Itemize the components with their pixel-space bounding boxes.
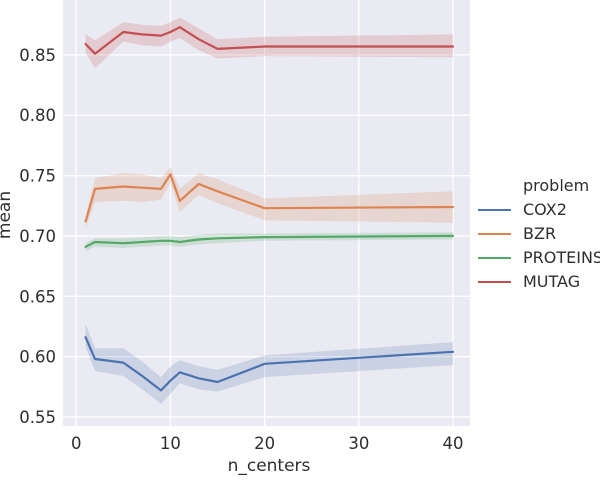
legend-item-proteins: PROTEINS — [478, 246, 600, 270]
legend-item-mutag: MUTAG — [478, 270, 600, 294]
y-tick-label: 0.85 — [19, 46, 56, 65]
legend-title: problem — [523, 176, 590, 195]
y-tick-label: 0.70 — [19, 227, 56, 246]
legend-item-label: BZR — [523, 224, 557, 243]
legend-swatch-bzr — [478, 232, 511, 236]
x-tick-label: 0 — [71, 434, 82, 453]
y-tick-label: 0.65 — [19, 287, 56, 306]
legend-item-label: COX2 — [523, 200, 567, 219]
x-tick-label: 20 — [254, 434, 275, 453]
series-line-bzr — [84, 173, 455, 223]
y-tick-label: 0.55 — [19, 408, 56, 427]
x-axis-label: n_centers — [228, 456, 311, 476]
x-tick-label: 30 — [348, 434, 369, 453]
series-line-mutag — [84, 26, 455, 55]
legend-item-label: PROTEINS — [523, 248, 600, 267]
legend-item-cox2: COX2 — [478, 198, 600, 222]
legend-item-bzr: BZR — [478, 222, 600, 246]
series-line-cox2 — [84, 336, 455, 392]
series-band-mutag — [85, 17, 453, 69]
legend-item-label: MUTAG — [523, 272, 581, 291]
x-tick-label: 40 — [443, 434, 464, 453]
legend-swatch-proteins — [478, 256, 511, 260]
y-tick-label: 0.75 — [19, 167, 56, 186]
legend: problem COX2 BZR PROTEINS MUTAG — [478, 174, 600, 294]
series-band-bzr — [85, 167, 453, 228]
legend-swatch-cox2 — [478, 208, 511, 212]
legend-swatch-mutag — [478, 280, 511, 284]
y-tick-label: 0.60 — [19, 348, 56, 367]
x-tick-label: 10 — [160, 434, 181, 453]
y-axis-label: mean — [0, 191, 15, 239]
y-tick-label: 0.80 — [19, 106, 56, 125]
series-line-proteins — [84, 234, 455, 248]
